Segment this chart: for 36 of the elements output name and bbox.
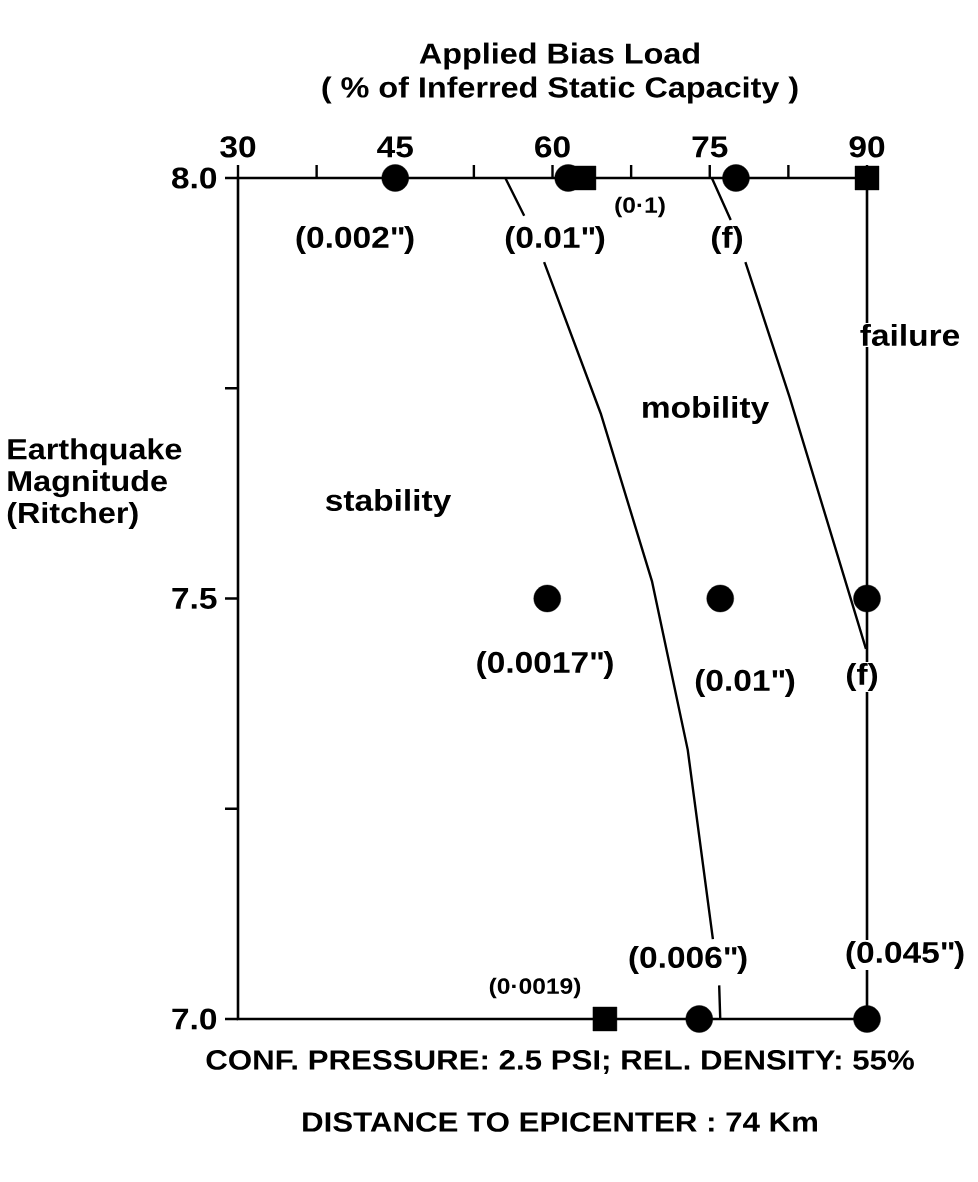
x-tick-label: 90: [849, 136, 885, 158]
point: [854, 165, 880, 191]
annotation: (0.01"): [505, 226, 605, 254]
point: [571, 165, 597, 191]
annotation: (0.01"): [695, 669, 795, 697]
point: [381, 164, 409, 192]
x-tick-label: 60: [535, 136, 570, 158]
point: [685, 1005, 713, 1033]
annotation: (0.045"): [846, 941, 964, 969]
annotation: failure: [860, 324, 960, 346]
y-tick-label: 7.0: [172, 1008, 217, 1030]
point: [533, 584, 561, 613]
chart-subtitle: ( % of Inferred Static Capacity ): [322, 76, 798, 104]
x-tick-label: 45: [377, 136, 413, 158]
text: CONF. PRESSURE: 2.5 PSI; REL. DENSITY: 55%: [206, 1050, 914, 1074]
point: [853, 584, 881, 613]
x-tick-label: 75: [692, 136, 728, 158]
y-tick-label: 7.5: [172, 588, 217, 609]
annotation: (0.006"): [629, 946, 747, 974]
y-tick-label: 8.0: [172, 167, 217, 189]
annotation: (0.002"): [296, 226, 414, 254]
text: DISTANCE TO EPICENTER : 74 Km: [303, 1112, 817, 1132]
annotation: (0·1): [615, 196, 665, 218]
annotation: stability: [325, 489, 452, 517]
x-tick-label: 30: [220, 136, 256, 158]
annotation: (0·0019): [489, 977, 581, 999]
annotation: (f): [846, 663, 878, 691]
annotation: (0.0017"): [477, 651, 613, 679]
point: [706, 584, 734, 613]
point: [722, 164, 750, 192]
x-axis-title: Applied Bias Load: [419, 42, 699, 70]
annotation: mobility: [643, 396, 770, 424]
y-axis-title: Earthquake Magnitude (Ritcher): [7, 438, 182, 529]
point: [592, 1006, 618, 1032]
point: [853, 1005, 881, 1033]
annotation: (f): [711, 226, 743, 254]
